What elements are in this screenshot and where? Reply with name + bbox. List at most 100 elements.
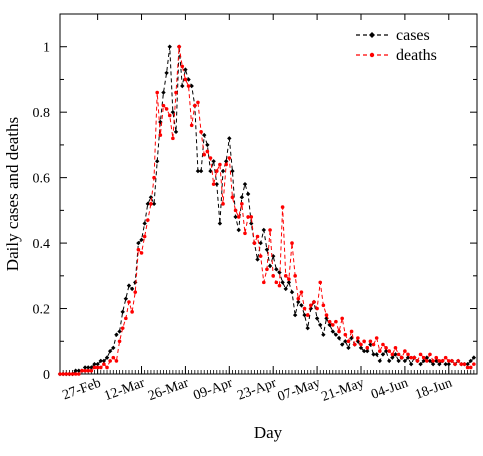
data-point-deaths [393, 346, 398, 350]
data-point-deaths [183, 77, 188, 82]
data-point-cases [430, 361, 436, 367]
data-point-cases [173, 129, 179, 135]
data-point-deaths [450, 359, 454, 363]
data-point-deaths [365, 346, 370, 350]
data-point-cases [302, 312, 307, 318]
data-point-deaths [459, 362, 464, 366]
y-tick-label: 0.6 [33, 172, 51, 187]
data-point-cases [446, 361, 451, 367]
data-point-cases [186, 77, 191, 82]
data-point-deaths [211, 182, 216, 186]
data-point-deaths [174, 90, 178, 95]
data-point-cases [390, 355, 395, 360]
data-point-deaths [64, 372, 69, 376]
data-point-cases [330, 329, 335, 334]
data-point-deaths [77, 372, 81, 376]
data-point-deaths [472, 362, 476, 366]
data-point-cases [264, 247, 270, 252]
data-point-deaths [324, 313, 329, 317]
data-point-deaths [196, 100, 200, 105]
x-axis-ticks: 27-Feb 12-Mar 26-Mar 09-Apr 23-Apr07-May21-M… [59, 14, 478, 405]
data-point-deaths [180, 64, 185, 69]
data-point-cases [465, 361, 470, 367]
data-point-cases [98, 358, 103, 364]
data-point-deaths [280, 205, 285, 209]
y-tick-label: 1 [43, 41, 50, 56]
data-point-deaths [105, 365, 109, 370]
data-point-deaths [261, 280, 266, 285]
data-point-deaths [158, 133, 163, 137]
data-point-deaths [346, 339, 351, 344]
data-point-cases [107, 348, 113, 354]
series-cases [57, 44, 477, 377]
data-point-cases [139, 237, 144, 243]
data-point-deaths [83, 368, 87, 373]
data-point-deaths [218, 162, 222, 167]
data-point-deaths [208, 156, 213, 160]
data-point-deaths [130, 310, 134, 314]
y-axis-label: Daily cases and deaths [3, 117, 22, 271]
data-point-deaths [136, 247, 141, 252]
data-point-deaths [233, 208, 238, 213]
data-point-deaths [145, 218, 150, 222]
data-point-cases [327, 322, 332, 328]
data-point-cases [383, 348, 389, 354]
data-point-cases [151, 201, 157, 207]
series-line-cases [60, 46, 475, 375]
data-point-cases [277, 270, 282, 275]
data-point-deaths [108, 359, 112, 363]
data-point-cases [117, 329, 122, 334]
data-point-cases [258, 240, 263, 246]
data-point-deaths [290, 241, 294, 245]
data-point-cases [443, 361, 448, 367]
data-point-deaths [277, 283, 282, 288]
data-point-cases [142, 221, 147, 226]
data-point-deaths [396, 352, 401, 357]
data-point-cases [236, 227, 241, 233]
data-point-cases [249, 221, 254, 226]
data-point-deaths [177, 44, 181, 49]
data-point-deaths [139, 251, 144, 255]
x-tick-label: 23-Apr [235, 376, 278, 404]
data-point-cases [183, 67, 188, 72]
data-point-deaths [334, 319, 338, 324]
data-point-deaths [431, 359, 435, 363]
data-point-cases [129, 286, 135, 292]
data-point-cases [418, 361, 423, 367]
data-point-cases [402, 358, 408, 364]
data-point-deaths [462, 362, 467, 366]
data-point-cases [189, 83, 194, 89]
data-point-deaths [124, 316, 128, 321]
data-point-deaths [127, 300, 131, 304]
data-point-cases [123, 296, 129, 301]
data-point-deaths [406, 352, 410, 357]
data-point-cases [365, 348, 370, 354]
data-point-deaths [199, 130, 203, 134]
data-point-cases [198, 168, 204, 174]
legend-entry-deaths: deaths [356, 47, 437, 64]
data-point-deaths [437, 359, 442, 363]
data-point-deaths [224, 162, 228, 167]
data-point-deaths [378, 349, 382, 353]
x-tick-label: 18-Jun [413, 376, 454, 403]
data-point-deaths [230, 195, 235, 200]
data-point-deaths [428, 352, 432, 357]
data-point-deaths [193, 103, 197, 108]
data-point-cases [180, 83, 185, 89]
x-tick-label: 07-May [276, 376, 323, 405]
data-point-cases [195, 168, 201, 174]
data-point-deaths [421, 355, 426, 360]
data-point-deaths [349, 329, 354, 334]
data-point-cases [133, 280, 138, 285]
data-point-deaths [202, 152, 207, 157]
data-point-deaths [283, 274, 288, 278]
data-point-cases [339, 342, 345, 347]
data-point-cases [89, 365, 94, 370]
data-point-cases [239, 195, 245, 200]
data-point-cases [387, 358, 392, 364]
data-point-cases [202, 132, 207, 138]
data-point-deaths [58, 372, 62, 376]
data-point-deaths [368, 339, 373, 344]
data-point-deaths [340, 316, 344, 321]
data-point-deaths [425, 359, 429, 363]
